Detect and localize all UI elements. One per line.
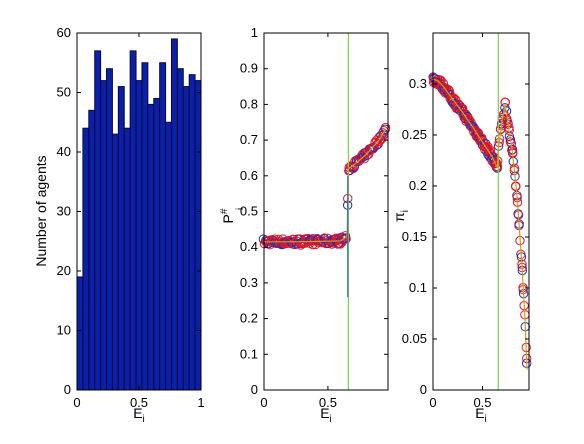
histogram-bar xyxy=(129,50,137,391)
y-tick-label: 0 xyxy=(420,382,427,397)
y-tick-label: 0.25 xyxy=(402,127,427,142)
histogram-bar xyxy=(182,86,190,391)
x-tick-label: 0 xyxy=(73,395,80,410)
price-scatter-marks xyxy=(258,33,391,390)
y-tick-label: 40 xyxy=(57,144,71,159)
histogram-panel: 0 10 20 30 40 50 60 0 0.5 1 Ei Number of agents xyxy=(33,25,205,425)
y-tick-label: 30 xyxy=(57,204,71,219)
histogram-bars xyxy=(76,38,202,391)
y-tick-label: 0.3 xyxy=(409,76,427,91)
scatter-point xyxy=(442,84,452,94)
price-x-axis-label: Ei xyxy=(320,405,332,425)
histogram-bar xyxy=(100,80,108,391)
profit-axes-frame xyxy=(432,32,530,391)
profit-y-axis-label: πi xyxy=(391,210,411,222)
histogram-bar xyxy=(82,127,90,391)
y-tick-label: 10 xyxy=(57,323,71,338)
svg-text:P#: P# xyxy=(219,208,236,223)
histogram-bar xyxy=(76,276,84,391)
histogram-bar xyxy=(188,74,196,391)
scatter-point xyxy=(491,162,501,172)
y-tick-label: 0.8 xyxy=(240,96,258,111)
y-tick-label: 0.1 xyxy=(240,346,258,361)
profit-scatter-panel: 0 0.05 0.1 0.15 0.2 0.25 0.3 0 0.5 Ei πi xyxy=(391,32,532,425)
price-ticks: 0 0.1 0.2 0.3 0.4 0.5 0.6 0.7 0.8 0.9 1 0 0.5 xyxy=(240,25,388,410)
x-tick-label: 1 xyxy=(197,395,204,410)
histogram-bar xyxy=(135,80,143,391)
x-tick-label: 0.5 xyxy=(473,395,491,410)
histogram-x-axis-label: Ei xyxy=(133,405,145,425)
y-tick-label: 0.15 xyxy=(402,229,427,244)
x-tick-label: 0 xyxy=(260,395,267,410)
histogram-bar xyxy=(123,127,131,391)
histogram-bar xyxy=(194,80,202,391)
y-tick-label: 0.6 xyxy=(240,168,258,183)
y-tick-label: 0 xyxy=(64,382,71,397)
x-tick-label: 0.5 xyxy=(130,395,148,410)
scatter-point xyxy=(362,150,372,160)
y-tick-label: 0.1 xyxy=(409,280,427,295)
histogram-bar xyxy=(153,97,161,391)
profit-scatter-marks xyxy=(428,33,532,390)
histogram-y-axis-label: Number of agents xyxy=(33,155,49,266)
histogram-bar xyxy=(117,86,125,391)
y-tick-label: 0.5 xyxy=(240,204,258,219)
y-tick-label: 20 xyxy=(57,263,71,278)
y-tick-label: 0 xyxy=(251,382,258,397)
histogram-bar xyxy=(106,68,113,391)
histogram-bar xyxy=(176,68,184,391)
y-tick-label: 0.3 xyxy=(240,275,258,290)
y-tick-label: 0.2 xyxy=(409,178,427,193)
y-tick-label: 0.7 xyxy=(240,132,258,147)
scatter-point xyxy=(335,239,346,249)
scatter-point xyxy=(380,122,391,133)
y-tick-label: 0.05 xyxy=(402,331,427,346)
x-tick-label: 0.5 xyxy=(319,395,337,410)
scatter-point xyxy=(374,136,384,147)
histogram-ticks: 0 10 20 30 40 50 60 0 0.5 1 xyxy=(57,25,205,410)
y-tick-label: 0.9 xyxy=(240,61,258,76)
x-tick-label: 0 xyxy=(429,395,436,410)
y-tick-label: 0.4 xyxy=(240,239,258,254)
svg-text:i: i xyxy=(235,208,246,210)
histogram-bar xyxy=(165,121,172,391)
price-scatter-panel: 0 0.1 0.2 0.3 0.4 0.5 0.6 0.7 0.8 0.9 1 0 0.5 Ei P# … xyxy=(219,25,391,425)
scatter-point xyxy=(337,233,348,244)
y-tick-label: 60 xyxy=(57,25,71,40)
histogram-bar xyxy=(147,103,155,391)
y-tick-label: 0.2 xyxy=(240,311,258,326)
histogram-bar xyxy=(94,50,102,391)
y-tick-label: 50 xyxy=(57,85,71,100)
histogram-bar xyxy=(111,133,119,391)
histogram-bar xyxy=(88,109,96,391)
price-y-axis-label: P# i xyxy=(219,208,246,224)
histogram-bar xyxy=(141,62,149,391)
scatter-point xyxy=(470,125,481,136)
scatter-point xyxy=(341,234,351,244)
histogram-bar xyxy=(170,38,178,391)
mean-curve xyxy=(432,78,528,370)
histogram-bar xyxy=(159,62,167,391)
y-tick-label: 1 xyxy=(251,25,258,40)
profit-x-axis-label: Ei xyxy=(475,405,487,425)
profit-ticks: 0 0.05 0.1 0.15 0.2 0.25 0.3 0 0.5 xyxy=(402,33,529,410)
